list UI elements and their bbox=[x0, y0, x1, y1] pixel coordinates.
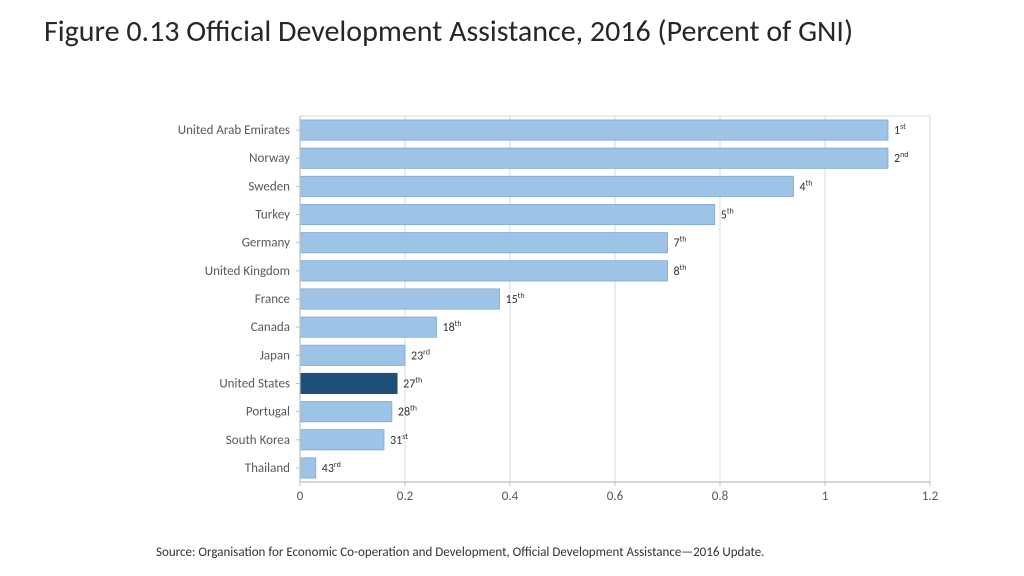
category-label: Canada bbox=[251, 320, 290, 335]
x-tick-label: 1 bbox=[822, 489, 829, 504]
rank-label: 23rd bbox=[411, 347, 430, 363]
rank-label: 28th bbox=[398, 404, 417, 420]
bar bbox=[300, 317, 437, 337]
category-label: Germany bbox=[242, 236, 290, 251]
rank-label: 2nd bbox=[894, 150, 909, 166]
figure-title: Figure 0.13 Official Development Assista… bbox=[44, 14, 944, 50]
rank-label: 1st bbox=[894, 122, 906, 138]
category-label: Norway bbox=[249, 151, 290, 166]
category-label: Japan bbox=[260, 348, 290, 363]
x-tick-label: 0 bbox=[297, 489, 304, 504]
bar bbox=[300, 373, 397, 393]
bar-chart: 0 0.2 0.4 0.6 0.8 1 1.2 United Arab Emirates 1st… bbox=[130, 108, 950, 512]
rank-label: 43rd bbox=[322, 460, 341, 476]
rank-label: 15th bbox=[506, 291, 525, 307]
category-label: Portugal bbox=[246, 405, 290, 420]
category-label: France bbox=[255, 292, 290, 307]
category-label: Turkey bbox=[255, 208, 290, 223]
bar bbox=[300, 148, 888, 168]
source-caption: Source: Organisation for Economic Co-ope… bbox=[156, 545, 936, 560]
chart-container: 0 0.2 0.4 0.6 0.8 1 1.2 United Arab Emirates 1st… bbox=[130, 108, 950, 512]
bar bbox=[300, 458, 316, 478]
rank-label: 5th bbox=[721, 207, 734, 223]
bar bbox=[300, 120, 888, 140]
slide-root: Figure 0.13 Official Development Assista… bbox=[0, 0, 1024, 576]
bar bbox=[300, 204, 715, 224]
bar bbox=[300, 289, 500, 309]
rank-label: 18th bbox=[443, 319, 462, 335]
x-tick-label: 0.6 bbox=[607, 489, 624, 504]
bar bbox=[300, 261, 668, 281]
rank-label: 7th bbox=[674, 235, 687, 251]
category-label: United Kingdom bbox=[205, 264, 290, 279]
rank-label: 4th bbox=[800, 178, 813, 194]
category-label: South Korea bbox=[226, 433, 290, 448]
rank-label: 27th bbox=[403, 375, 422, 391]
x-tick-label: 1.2 bbox=[922, 489, 939, 504]
bar bbox=[300, 430, 384, 450]
bar bbox=[300, 345, 405, 365]
x-tick-label: 0.8 bbox=[712, 489, 729, 504]
category-label: Thailand bbox=[245, 461, 290, 476]
category-label: United Arab Emirates bbox=[178, 123, 290, 138]
x-tick-label: 0.4 bbox=[502, 489, 519, 504]
category-label: United States bbox=[219, 376, 290, 391]
category-label: Sweden bbox=[248, 179, 290, 194]
bar bbox=[300, 401, 392, 421]
bar bbox=[300, 233, 668, 253]
x-tick-label: 0.2 bbox=[397, 489, 414, 504]
bar bbox=[300, 176, 794, 196]
rank-label: 8th bbox=[674, 263, 687, 279]
